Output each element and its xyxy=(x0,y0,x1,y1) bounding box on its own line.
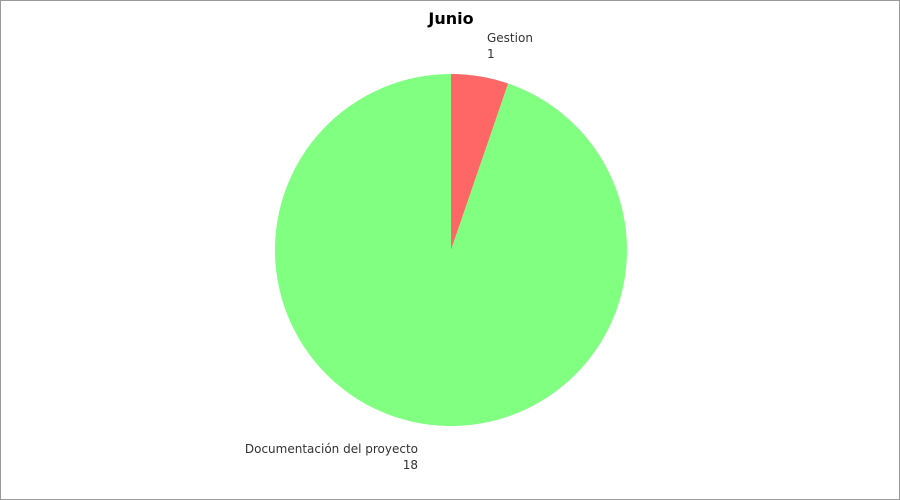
pie-label-name: Gestion xyxy=(487,31,533,45)
pie-labels: Gestion 1 Documentación del proyecto 18 xyxy=(245,31,533,472)
chart-title: Junio xyxy=(428,9,474,28)
pie-label-value: 1 xyxy=(487,47,495,61)
pie-label-1: Documentación del proyecto 18 xyxy=(245,442,418,472)
pie-label-value: 18 xyxy=(403,458,418,472)
pie-slices xyxy=(274,74,627,426)
pie-label-name: Documentación del proyecto xyxy=(245,442,418,456)
pie-label-0: Gestion 1 xyxy=(487,31,533,61)
pie-slice-1 xyxy=(274,74,627,426)
pie-slice-0 xyxy=(451,74,509,250)
